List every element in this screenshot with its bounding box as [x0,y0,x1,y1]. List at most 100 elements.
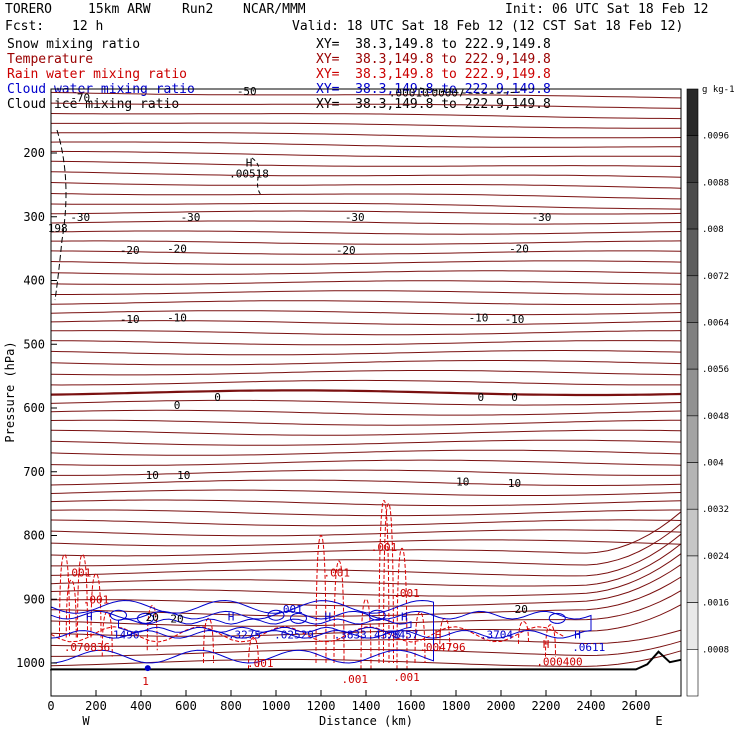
y-tick-label: 900 [23,592,45,606]
y-tick-label: 200 [23,146,45,160]
temperature-contour [50,479,682,486]
temperature-contour [50,499,682,507]
x-tick-label: 1600 [397,699,426,713]
colorbar-segment [686,228,699,277]
temperature-contour [50,102,682,109]
rain-label: .001 [393,587,420,600]
field-name-cloud-ice: Cloud ice mixing ratio [7,97,180,112]
high-marker: H [228,610,235,623]
cloud-water-contour [548,612,566,624]
x-tick-label: 1800 [442,699,471,713]
colorbar-tick-label: .008 [702,225,724,235]
colorbar-tick-label: .004 [702,459,724,469]
temperature-contour [50,529,682,537]
rain-label: .004796 [419,641,465,654]
colorbar-segment [686,135,699,183]
snow-contours [54,87,521,301]
temperature-contour [50,141,681,148]
rain-label: .001 [83,593,110,606]
header-resolution: 15km ARW [88,2,151,17]
rain-label: .001 [65,566,92,579]
x-tick-label: 2200 [532,699,561,713]
temperature-label: 20 [515,603,528,616]
y-tick-label: 400 [23,274,45,288]
temperature-contour [50,439,682,446]
field-xy-snow: XY= 38.3,149.8 to 222.9,149.8 [316,37,551,52]
temperature-contour [51,150,682,158]
cloud-water-label: .02529 [274,628,314,641]
temperature-label: -30 [532,211,552,224]
x-axis-label: Distance (km) [319,714,413,728]
header-center: NCAR/MMM [243,2,306,17]
temperature-label: 10 [177,469,190,482]
snow-contour [54,129,67,301]
high-marker: H [401,610,408,623]
colorbar-tick-label: .0024 [702,552,729,562]
x-tick-label: 1400 [352,699,381,713]
x-tick-label: 1200 [307,699,336,713]
x-tick-label: 1000 [262,699,291,713]
colorbar-unit: g kg-1 [702,85,735,95]
temperature-contour [50,399,682,406]
colorbar-segment [686,368,699,417]
temperature-label: -10 [167,311,187,324]
temperature-label: 10 [508,477,521,490]
header-init: Init: 06 UTC Sat 18 Feb 12 [505,2,709,17]
temperature-contour [50,171,682,178]
high-marker: H [574,628,581,641]
temperature-contour [50,459,682,466]
colorbar: .0096 .0088 .008 .0072 .0064 .0056 .0048 .004 .0… [686,88,729,697]
rain-contour [383,503,394,664]
temperature-contour [50,300,682,305]
high-marker: H [246,157,253,170]
colorbar-tick-label: .0072 [702,272,729,282]
snow-label: .00518 [229,167,269,180]
y-tick-label: 1000 [16,656,45,670]
cloud-water-contour [290,612,307,624]
temperature-contour [50,320,682,326]
snow-contour [251,157,263,197]
rain-contour [203,617,214,664]
y-tick-label: 800 [23,529,45,543]
colorbar-segment [686,649,699,697]
x-end-label-east: E [655,714,662,728]
rain-contour [378,499,390,664]
temperature-label: 0 [511,391,518,404]
temperature-contour [50,564,682,607]
cloud-water-contour [137,612,154,624]
temperature-contour [51,290,682,295]
rain-contour [50,626,565,643]
header-fcst-label: Fcst: [5,19,45,34]
rain-contours [50,499,565,670]
snow-label: .00007 [425,86,465,99]
rain-label: .000400 [536,656,582,669]
temperature-contour [51,523,682,567]
temperature-contour [50,113,682,120]
colorbar-segment [686,182,699,230]
rain-label: .001 [324,566,351,579]
temperature-label: -10 [120,313,140,326]
temperature-label: 0 [174,399,181,412]
temperature-label: -70 [70,92,90,105]
rain-label: .001 [393,671,420,684]
cloud-water-label: .3704 [480,628,513,641]
header-run: Run2 [182,2,214,17]
temperature-contour [50,160,682,167]
x-tick-label: 800 [220,699,242,713]
temperature-label: -20 [509,243,529,256]
y-tick-label: 300 [23,210,45,224]
temperature-contour [50,132,682,139]
colorbar-tick-label: .0056 [702,365,729,375]
x-tick-label: 2400 [577,699,606,713]
colorbar-segment [686,602,699,650]
temperature-contour [50,519,682,527]
x-tick-label: 400 [130,699,152,713]
rain-contour [545,624,556,657]
x-tick-label: 2600 [622,699,651,713]
temperature-contours [50,91,682,667]
temperature-contour [50,250,682,255]
x-tick-label: 200 [85,699,107,713]
temperature-label: 10 [146,469,159,482]
